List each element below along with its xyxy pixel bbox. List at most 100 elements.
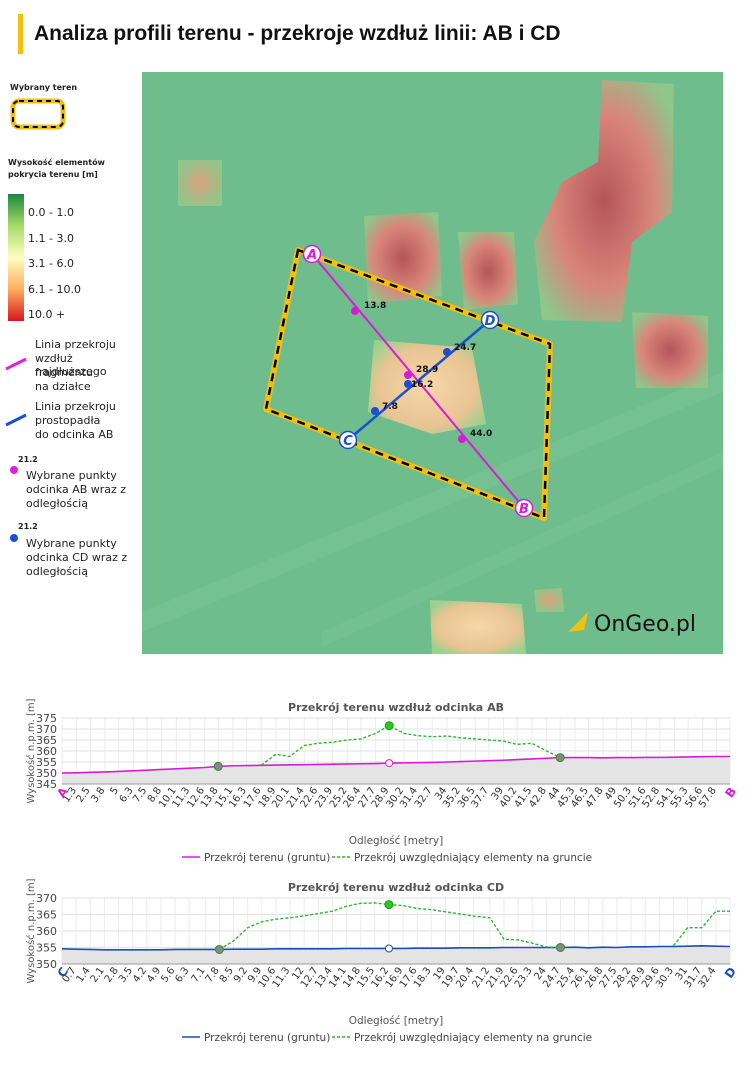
- c1-legend-ground: Przekrój terenu (gruntu): [204, 852, 330, 864]
- legend-class-1: 1.1 - 3.0: [28, 231, 74, 245]
- ongeo-logo-icon: [568, 612, 588, 632]
- c2-marker-0: [214, 944, 224, 954]
- endpoint-b: B: [514, 498, 534, 518]
- c2-ytick-3: 365: [36, 909, 57, 922]
- road-strip: [142, 372, 723, 632]
- legend-cd-point-symbol: [10, 534, 18, 542]
- c2-xtick-8: 6.3: [173, 965, 191, 984]
- c1-ytick-0: 345: [36, 778, 57, 791]
- c2-legend-ground: Przekrój terenu (gruntu): [204, 1032, 330, 1044]
- legend-ab-point-symbol: [10, 466, 18, 474]
- c1-marker-0: [213, 761, 223, 771]
- endpoint-b-label: B: [519, 502, 529, 517]
- legend-ab_points-text-1: odcinka AB wraz z: [26, 483, 127, 496]
- c1-ytick-3: 360: [36, 745, 57, 758]
- selected-area-outline: [263, 247, 553, 521]
- legend-height-title-1: Wysokość elementów: [8, 158, 105, 167]
- c2-title: Przekrój terenu wzdłuż odcinka CD: [288, 881, 504, 894]
- c1-ytick-2: 355: [36, 756, 57, 769]
- c1-series-1: [260, 724, 561, 766]
- legend-class-4: 10.0 +: [28, 308, 66, 321]
- c2-ytick-1: 355: [36, 942, 57, 955]
- c2-ylabel: Wysokość n.p.m. [m]: [25, 878, 37, 983]
- map-legend: Wybrany teren Wysokość elementów pokryci…: [0, 70, 142, 660]
- building-small-nw: [178, 160, 222, 206]
- c1-marker-2: [385, 759, 394, 768]
- c2-marker-1: [384, 900, 394, 910]
- legend-ab_points-text-0: Wybrane punkty: [26, 469, 117, 482]
- endpoint-d: D: [480, 310, 500, 330]
- legend-ab_line-text-1: wzdłuż najdłuższego: [35, 352, 107, 378]
- c1-marker-3: [555, 753, 565, 763]
- c1-xtick-5: 7.5: [131, 785, 149, 804]
- legend-ab-sample-value: 21.2: [18, 455, 38, 464]
- shrub-south: [534, 588, 564, 612]
- legend-ab_line-text-2: fragmentu: [35, 366, 93, 379]
- c2-ytick-2: 360: [36, 925, 57, 938]
- c1-xtick-3: 5: [108, 785, 121, 797]
- building-north-2: [458, 232, 518, 310]
- section-line-cd: [347, 319, 491, 441]
- c1-legend-objects: Przekrój uwzględniający elementy na grun…: [354, 852, 592, 864]
- legend-class-2: 3.1 - 6.0: [28, 257, 74, 270]
- legend-cd_points-text-0: Wybrane punkty: [26, 537, 117, 550]
- c1-ytick-5: 370: [36, 723, 57, 736]
- ab-point-2: [404, 371, 412, 379]
- legend-cd_points-text-1: odcinka CD wraz z: [26, 551, 128, 564]
- legend-cd-line-symbol: [5, 413, 27, 427]
- c1-ytick-6: 375: [36, 712, 57, 725]
- legend-ab_line-text-0: Linia przekroju: [35, 338, 116, 351]
- c1-xtick-1: 2.5: [75, 785, 93, 804]
- cd-point-3-label: 24.7: [454, 343, 476, 353]
- c2-xlabel: Odległość [metry]: [349, 1015, 444, 1027]
- building-central: [368, 340, 486, 434]
- cd-point-2: [404, 380, 412, 388]
- ongeo-watermark: OnGeo.pl: [594, 612, 696, 637]
- legend-height-title-2: pokrycia terenu [m]: [8, 170, 98, 179]
- c1-xlabel: Odległość [metry]: [349, 835, 444, 847]
- legend-selected-symbol: [10, 98, 66, 130]
- legend-ab_line-text-3: na działce: [35, 380, 91, 393]
- ab-point-1: [351, 307, 359, 315]
- c1-ytick-1: 350: [36, 767, 57, 780]
- legend-cd_points-text-2: odległością: [26, 565, 88, 578]
- ab-point-2-label: 28.9: [416, 365, 438, 375]
- page-title: Analiza profili terenu - przekroje wzdłu…: [34, 22, 561, 45]
- legend-class-3: 6.1 - 10.0: [28, 282, 81, 296]
- building-south: [430, 600, 526, 654]
- legend-cd-sample-value: 21.2: [18, 522, 38, 531]
- endpoint-c-label: C: [343, 434, 353, 449]
- cd-point-1: [371, 407, 379, 415]
- road-strip-2: [322, 452, 723, 647]
- cd-point-3: [443, 348, 451, 356]
- endpoint-c: C: [338, 430, 358, 450]
- legend-class-0: 0.0 - 1.0: [28, 206, 74, 219]
- terrain-map: 13.8 28.9 44.0 7.8 16.2 24.7 A B C D OnG…: [142, 72, 723, 654]
- cd-point-2-label: 16.2: [411, 380, 433, 390]
- legend-selected-title: Wybrany teren: [10, 83, 78, 92]
- c1-title: Przekrój terenu wzdłuż odcinka AB: [288, 701, 504, 714]
- chart-ab: Przekrój terenu wzdłuż odcinka AB3453503…: [25, 698, 739, 864]
- chart-cd: Przekrój terenu wzdłuż odcinka CD 350 355 3…: [25, 878, 739, 1044]
- c2-marker-3: [555, 943, 565, 952]
- c2-marker-2: [384, 944, 393, 953]
- c2-ytick-0: 350: [36, 958, 57, 971]
- c2-legend-objects: Przekrój uwzględniający elementy na grun…: [354, 1032, 592, 1044]
- c1-marker-1: [384, 721, 394, 731]
- legend-ab-line-symbol: [5, 357, 27, 371]
- c1-end-label: B: [722, 785, 739, 801]
- legend-cd_line-text-2: do odcinka AB: [35, 428, 114, 441]
- legend-cd_line-text-0: Linia przekroju: [35, 400, 116, 413]
- title-accent-bar: [18, 14, 23, 54]
- c2-ytick-4: 370: [36, 892, 57, 905]
- c2-series-0: [61, 945, 731, 951]
- c1-series-0: [61, 755, 730, 774]
- endpoint-a-label: A: [306, 248, 317, 263]
- building-large-ne: [534, 80, 674, 322]
- endpoint-a: A: [302, 244, 322, 264]
- c1-ytick-4: 365: [36, 734, 57, 747]
- c1-ground-area: [62, 756, 730, 784]
- legend-ab_points-text-2: odległością: [26, 497, 88, 510]
- endpoint-d-label: D: [485, 314, 496, 329]
- c2-end-label: D: [722, 965, 739, 981]
